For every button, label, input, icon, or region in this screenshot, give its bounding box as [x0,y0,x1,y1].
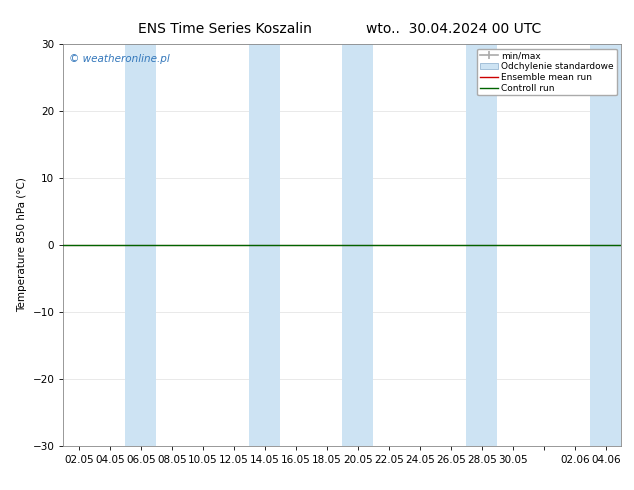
Y-axis label: Temperature 850 hPa (°C): Temperature 850 hPa (°C) [17,177,27,313]
Bar [342,44,373,446]
Text: ENS Time Series Koszalin: ENS Time Series Koszalin [138,22,312,36]
Bar [126,44,157,446]
Text: © weatheronline.pl: © weatheronline.pl [69,54,170,64]
Text: wto..  30.04.2024 00 UTC: wto.. 30.04.2024 00 UTC [366,22,541,36]
Bar [590,44,629,446]
Bar [249,44,280,446]
Bar [467,44,497,446]
Legend: min/max, Odchylenie standardowe, Ensemble mean run, Controll run: min/max, Odchylenie standardowe, Ensembl… [477,49,617,96]
